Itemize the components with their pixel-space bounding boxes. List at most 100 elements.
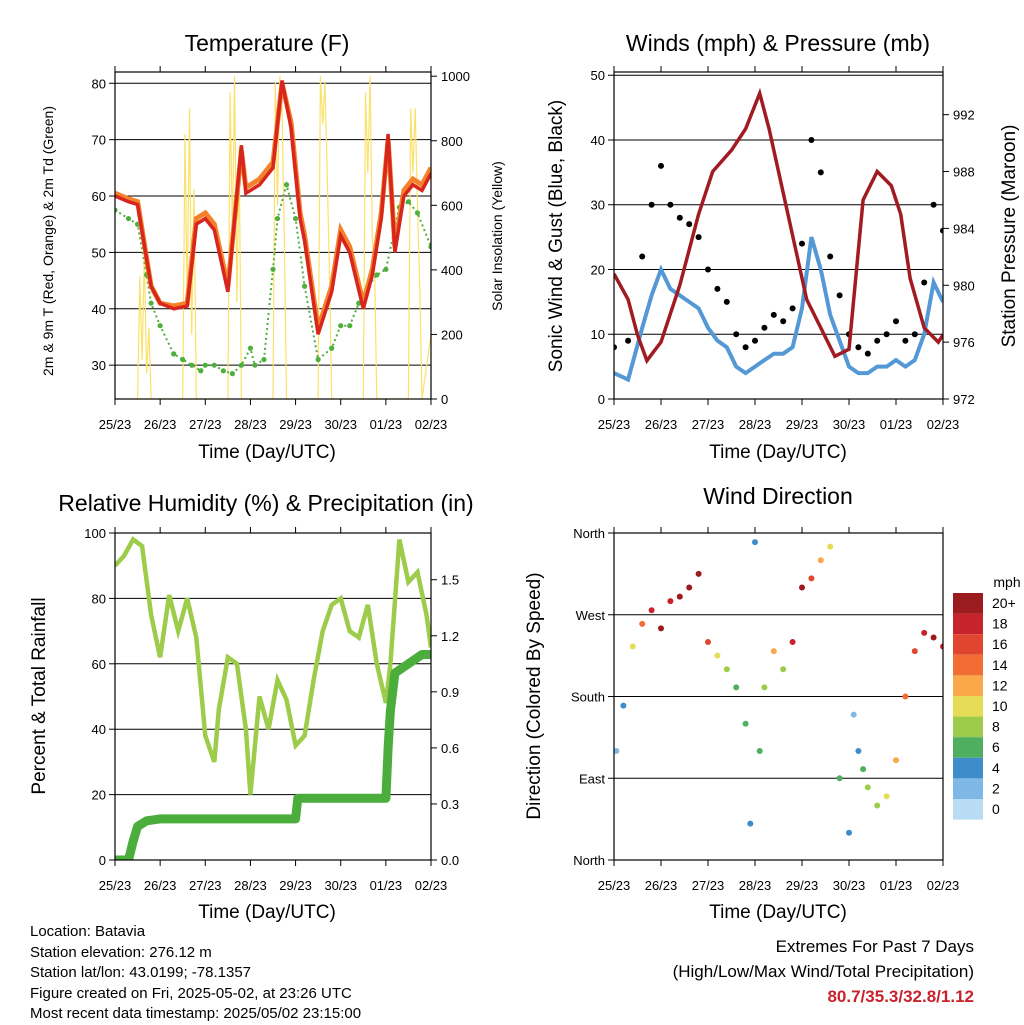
wind-line xyxy=(614,236,943,383)
x-tick-label: 01/23 xyxy=(880,878,913,893)
winds-ylabel: Sonic Wind & Gust (Blue, Black) xyxy=(546,100,567,372)
x-tick-label: 25/23 xyxy=(99,417,132,432)
humidity-ylabel: Percent & Total Rainfall xyxy=(29,597,50,794)
y-tick-label: 40 xyxy=(92,722,106,737)
solar-ylabel: Solar Insolation (Yellow) xyxy=(489,161,505,311)
direction-point xyxy=(733,684,740,691)
direction-point xyxy=(902,693,909,700)
gust-point xyxy=(695,234,702,241)
y-tick-label: 30 xyxy=(591,198,605,213)
direction-point xyxy=(752,539,758,546)
direction-point xyxy=(676,593,683,600)
direction-point xyxy=(747,820,754,827)
gust-point xyxy=(648,201,655,208)
pressure-line xyxy=(614,87,943,365)
y-tick-label: 60 xyxy=(92,189,106,204)
gust-point xyxy=(686,221,693,228)
x-tick-label: 30/23 xyxy=(324,878,357,893)
figure-created: Figure created on Fri, 2025-05-02, at 23… xyxy=(30,984,352,1002)
temperature-title: Temperature (F) xyxy=(185,30,350,56)
y-tick-label: 80 xyxy=(92,591,106,606)
x-tick-label: 25/23 xyxy=(598,417,631,432)
gust-point xyxy=(817,169,824,176)
gust-point xyxy=(940,227,943,234)
y-tick-right-label: 0.0 xyxy=(441,853,459,868)
legend-swatch xyxy=(953,799,983,820)
gust-point xyxy=(639,253,646,260)
gust-point xyxy=(808,136,815,143)
legend-swatch xyxy=(953,778,983,799)
x-tick-label: 28/23 xyxy=(739,878,772,893)
x-tick-label: 29/23 xyxy=(279,878,312,893)
y-tick-right-label: 972 xyxy=(953,392,975,407)
y-tick-label: 0 xyxy=(598,392,605,407)
direction-point xyxy=(836,775,843,782)
x-tick-label: 26/23 xyxy=(645,417,678,432)
direction-point xyxy=(827,543,834,550)
gust-point xyxy=(836,292,843,299)
y-tick-label: East xyxy=(579,771,605,786)
speed-legend-title: mph xyxy=(993,574,1020,590)
direction-panel: Wind Direction Time (Day/UTC) Direction … xyxy=(524,483,1021,923)
humidity-title: Relative Humidity (%) & Precipitation (i… xyxy=(58,490,473,516)
gust-point xyxy=(893,318,899,325)
gust-point xyxy=(874,337,881,344)
direction-point xyxy=(780,666,787,673)
dewpoint-line xyxy=(115,180,431,375)
x-tick-label: 26/23 xyxy=(645,878,678,893)
x-tick-label: 29/23 xyxy=(786,878,819,893)
legend-swatch xyxy=(953,737,983,758)
direction-point xyxy=(723,666,730,673)
y-tick-right-label: 980 xyxy=(953,278,975,293)
x-tick-label: 30/23 xyxy=(324,417,357,432)
gust-point xyxy=(799,240,805,247)
legend-label: 20+ xyxy=(992,595,1016,611)
x-tick-label: 02/23 xyxy=(415,878,448,893)
direction-point xyxy=(756,748,763,754)
legend-label: 4 xyxy=(992,760,1000,776)
dewpoint-point xyxy=(329,345,335,351)
direction-point xyxy=(620,702,627,709)
legend-swatch xyxy=(953,634,983,655)
extremes-subtitle: (High/Low/Max Wind/Total Precipitation) xyxy=(672,962,974,981)
legend-label: 14 xyxy=(992,657,1008,673)
direction-point xyxy=(940,643,943,650)
dewpoint-point xyxy=(428,244,431,250)
precip-line xyxy=(115,650,431,860)
direction-point xyxy=(695,570,702,577)
gust-point xyxy=(770,311,777,318)
y-tick-label: 10 xyxy=(591,327,605,342)
station-location: Location: Batavia xyxy=(30,923,146,940)
legend-label: 12 xyxy=(992,677,1008,693)
dewpoint-point xyxy=(315,356,321,363)
direction-point xyxy=(686,584,693,591)
gust-point xyxy=(676,214,683,221)
recent-timestamp: Most recent data timestamp: 2025/05/02 2… xyxy=(30,1005,362,1022)
y-tick-right-label: 1000 xyxy=(441,69,470,84)
gust-point xyxy=(625,337,632,344)
solar-line xyxy=(115,76,431,399)
plot-frame xyxy=(114,532,432,861)
humidity-panel: Relative Humidity (%) & Precipitation (i… xyxy=(29,490,474,923)
gust-point xyxy=(733,331,740,338)
direction-point xyxy=(874,802,881,809)
legend-swatch xyxy=(953,654,983,676)
gust-point xyxy=(752,337,758,344)
gust-point xyxy=(902,337,909,344)
y-tick-label: 40 xyxy=(591,133,605,148)
y-tick-right-label: 0.6 xyxy=(441,741,459,756)
temperature-xlabel: Time (Day/UTC) xyxy=(198,442,336,463)
gust-point xyxy=(780,318,787,325)
direction-point xyxy=(639,620,646,627)
t2m-line xyxy=(115,80,431,335)
direction-point xyxy=(629,643,636,650)
x-tick-label: 27/23 xyxy=(692,417,725,432)
direction-point xyxy=(648,607,655,614)
temperature-panel: Temperature (F) Time (Day/UTC) 2m & 9m T… xyxy=(40,30,505,463)
y-tick-right-label: 1.2 xyxy=(441,629,459,644)
direction-xlabel: Time (Day/UTC) xyxy=(709,902,847,923)
legend-label: 0 xyxy=(992,801,1000,817)
legend-label: 18 xyxy=(992,616,1008,632)
y-tick-right-label: 600 xyxy=(441,198,463,213)
gust-point xyxy=(714,285,721,292)
